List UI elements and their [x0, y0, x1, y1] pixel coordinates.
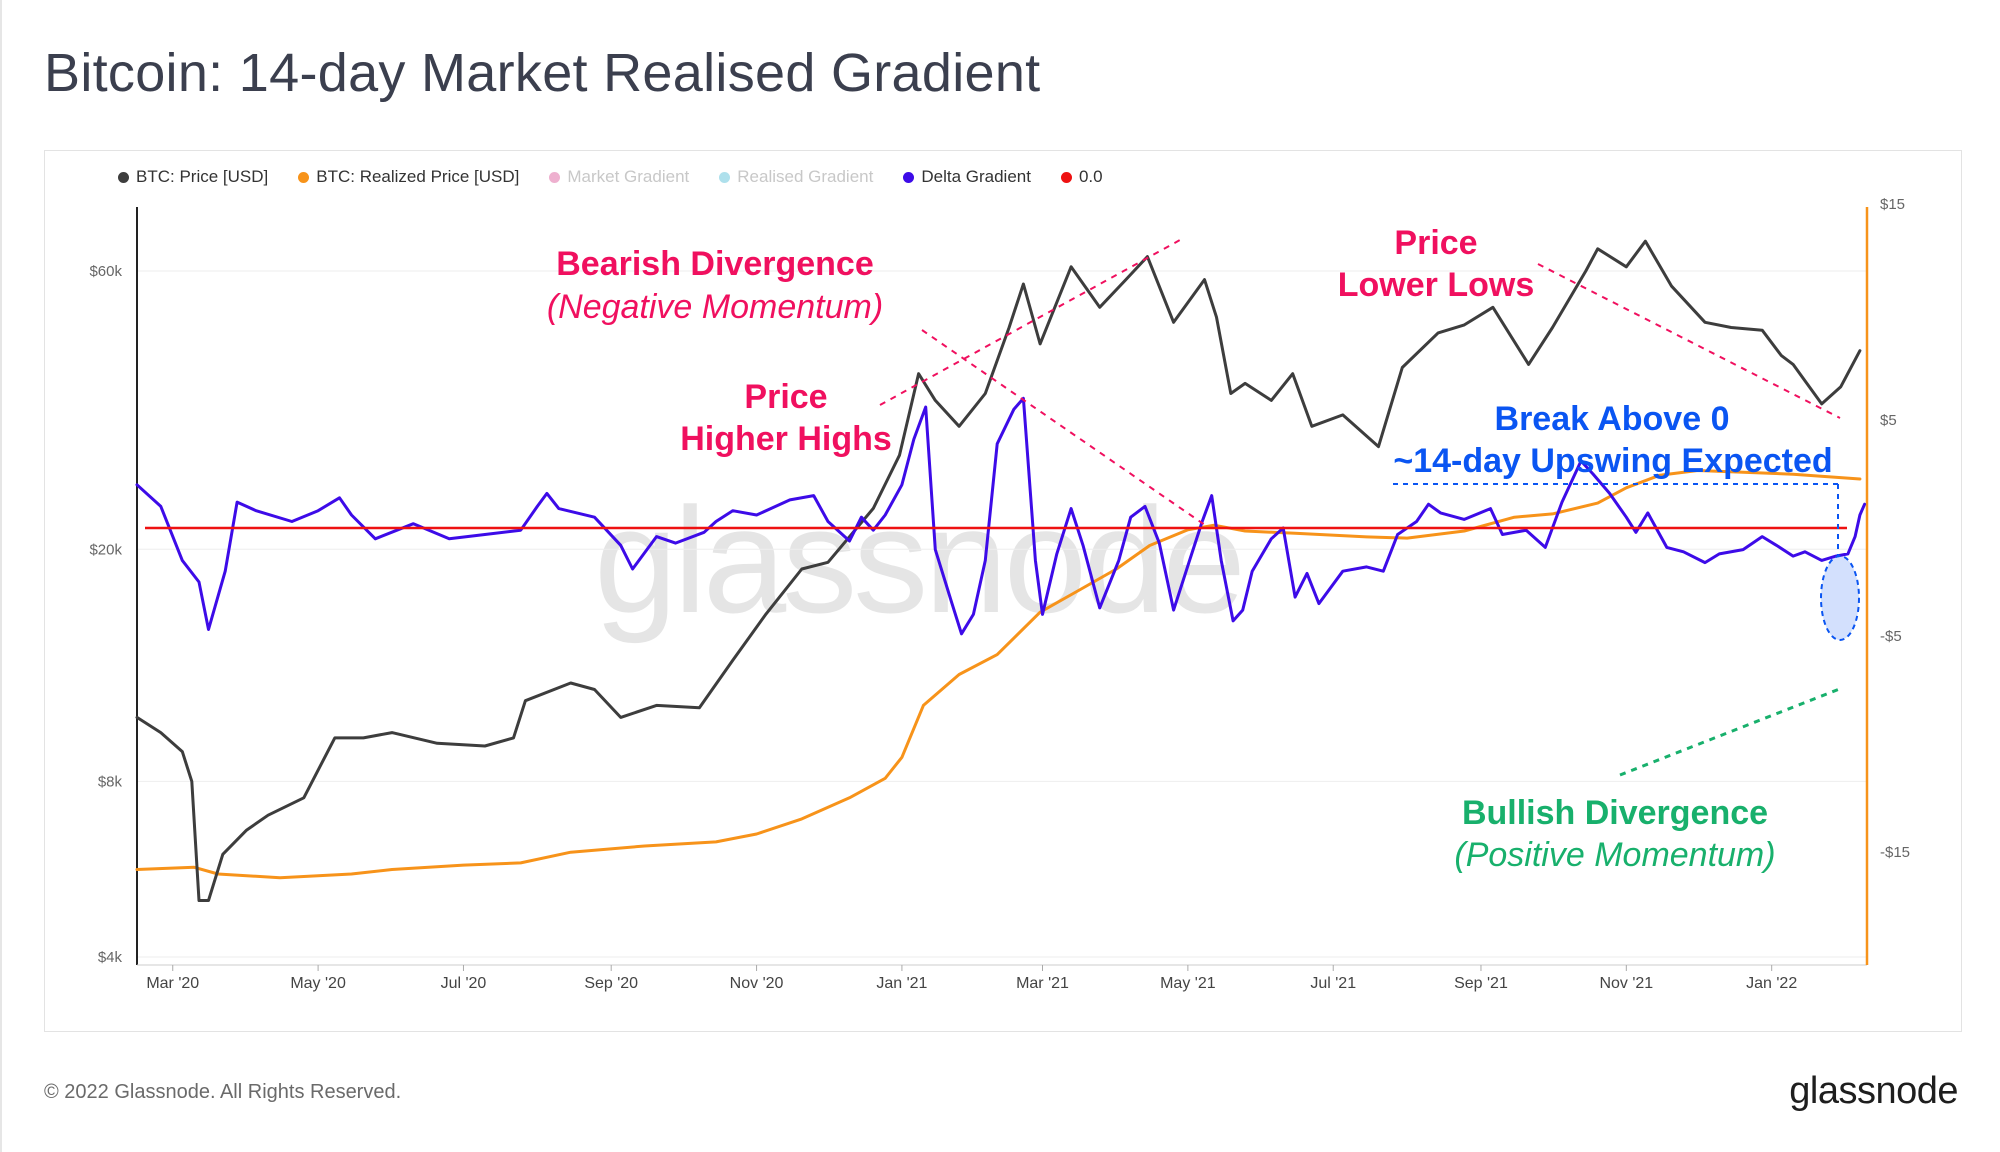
y-tick-label-right: -$15: [1880, 844, 1910, 861]
legend-label: 0.0: [1078, 167, 1103, 186]
y-tick-label-right: $15: [1880, 196, 1905, 213]
annotation-break-line2: ~14-day Upswing Expected: [1393, 442, 1832, 480]
legend-item-realised-gradient[interactable]: Realised Gradient: [719, 167, 873, 187]
trendline-higher-highs: [879, 239, 1181, 406]
legend-label: BTC: Price [USD]: [136, 167, 269, 186]
annotation-lower-lows-line1: Price: [1394, 224, 1477, 262]
annotation-bullish-subtitle: (Positive Momentum): [1454, 836, 1775, 874]
annotation-bearish-title: Bearish Divergence: [556, 245, 874, 283]
y-tick-label-right: -$5: [1880, 628, 1902, 645]
legend-item-zero-line[interactable]: 0.0: [1060, 167, 1103, 187]
chart-frame: [44, 150, 1962, 1032]
legend-dot: [298, 171, 310, 183]
annotation-higher-highs-line1: Price: [744, 378, 827, 416]
legend-label: Market Gradient: [567, 167, 690, 186]
legend-dot: [118, 171, 129, 183]
x-tick-label: Nov '20: [730, 975, 784, 992]
x-tick-label: Mar '21: [1016, 975, 1069, 992]
series-line-btc-price: [135, 239, 1862, 902]
annotation-lower-lows-line2: Lower Lows: [1338, 266, 1534, 304]
series-line-realized-price: [135, 469, 1862, 880]
y-tick-label-right: $5: [1880, 412, 1897, 429]
legend-dot: [1060, 171, 1072, 183]
legend-item-market-gradient[interactable]: Market Gradient: [549, 167, 689, 187]
y-tick-label-left: $20k: [89, 541, 122, 558]
legend-dot: [719, 171, 731, 183]
x-tick-label: Sep '20: [584, 975, 638, 992]
legend-label: Delta Gradient: [921, 167, 1031, 186]
trendline-bearish-divergence: [921, 329, 1206, 526]
watermark-text: glassnode: [594, 476, 1242, 644]
x-tick-label: Jan '22: [1746, 975, 1797, 992]
chart-legend: BTC: Price [USD] BTC: Realized Price [US…: [118, 167, 1103, 187]
legend-dot: [549, 171, 561, 183]
x-tick-label: May '21: [1160, 975, 1216, 992]
x-tick-label: Jan '21: [876, 975, 927, 992]
copyright-text: © 2022 Glassnode. All Rights Reserved.: [44, 1081, 402, 1103]
x-tick-label: May '20: [290, 975, 346, 992]
chart-title: Bitcoin: 14-day Market Realised Gradient: [44, 43, 1041, 103]
y-tick-label-left: $4k: [98, 949, 123, 966]
x-tick-label: Jul '21: [1310, 975, 1356, 992]
x-tick-label: Mar '20: [146, 975, 199, 992]
trendline-bullish-divergence: [1619, 686, 1843, 777]
annotation-higher-highs-line2: Higher Highs: [680, 420, 892, 458]
series-line-delta-gradient: [135, 396, 1867, 636]
legend-label: BTC: Realized Price [USD]: [316, 167, 520, 186]
page-left-rule: [0, 0, 2, 1152]
annotation-bearish-subtitle: (Negative Momentum): [547, 288, 883, 326]
annotation-bullish-title: Bullish Divergence: [1462, 794, 1768, 832]
legend-item-delta-gradient[interactable]: Delta Gradient: [903, 167, 1031, 187]
x-tick-label: Nov '21: [1599, 975, 1653, 992]
legend-item-price[interactable]: BTC: Price [USD]: [118, 167, 268, 187]
trendline-lower-lows: [1537, 263, 1841, 419]
legend-dot: [903, 171, 915, 183]
legend-label: Realised Gradient: [737, 167, 874, 186]
glassnode-logo: glassnode: [1789, 1070, 1958, 1112]
legend-item-realized-price[interactable]: BTC: Realized Price [USD]: [298, 167, 519, 187]
y-tick-label-left: $60k: [89, 263, 122, 280]
y-tick-label-left: $8k: [98, 773, 123, 790]
x-tick-label: Sep '21: [1454, 975, 1508, 992]
break-highlight-ellipse: [1820, 555, 1860, 641]
annotation-break-line1: Break Above 0: [1495, 400, 1730, 438]
x-tick-label: Jul '20: [441, 975, 487, 992]
